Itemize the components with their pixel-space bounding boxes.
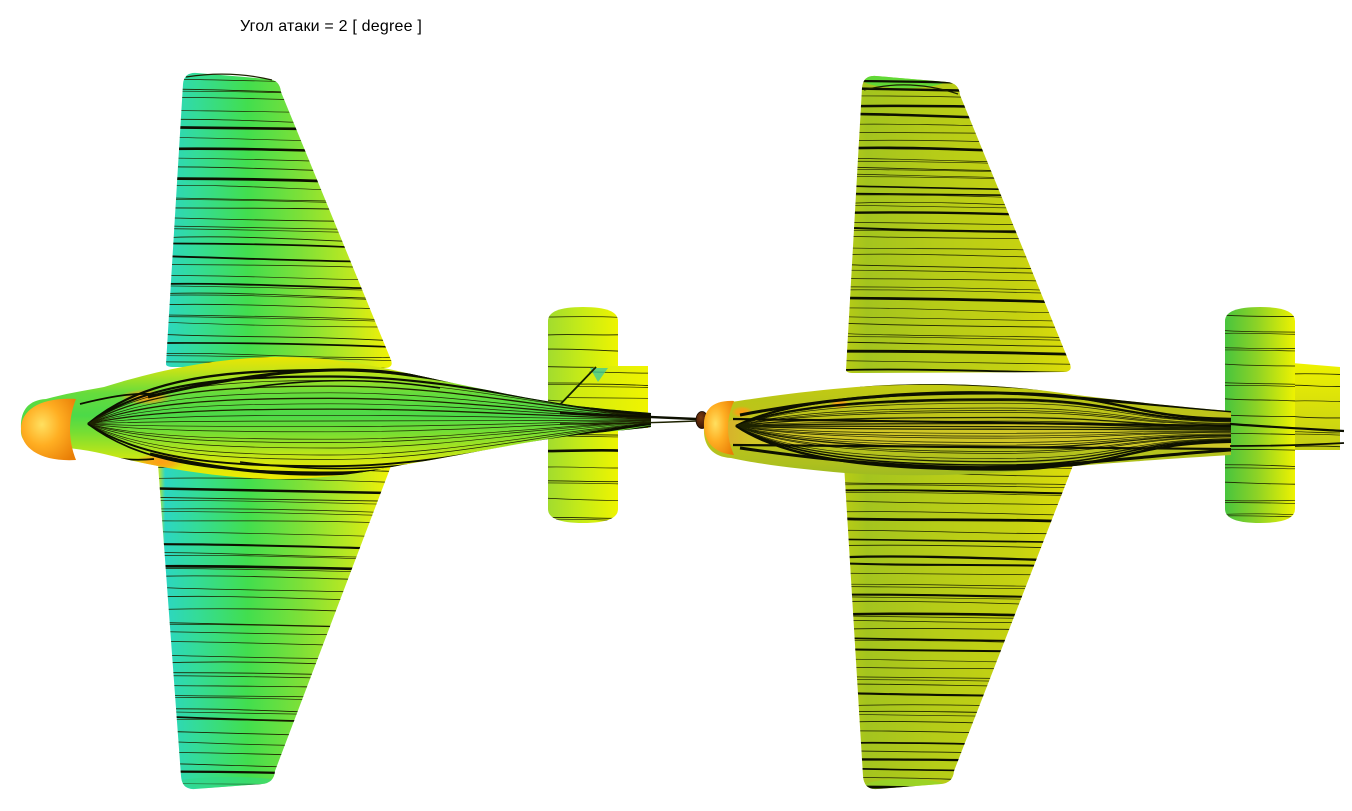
right-aircraft-horizontal-stabilizer — [1225, 307, 1295, 523]
right-upper-wingtip-shading — [863, 75, 947, 88]
streamline-bundles-left-wake — [185, 73, 697, 425]
right-aircraft-upper-wing — [846, 75, 1071, 373]
aircraft-bottom-view — [703, 75, 1345, 790]
right-lower-wingtip-shading — [865, 779, 945, 790]
left-lower-wingtip-shading — [175, 777, 285, 789]
streamline-bundles-right-wake — [863, 84, 1345, 447]
figure-title: Угол атаки = 2 [ degree ] — [240, 18, 422, 35]
aircraft-top-view — [20, 72, 709, 790]
left-fin-root-suction-patch — [590, 368, 608, 382]
right-aircraft-lower-wing — [844, 460, 1073, 790]
streamlines-right-stabilizer — [1225, 314, 1295, 518]
right-aircraft-vertical-fin — [1292, 363, 1340, 450]
